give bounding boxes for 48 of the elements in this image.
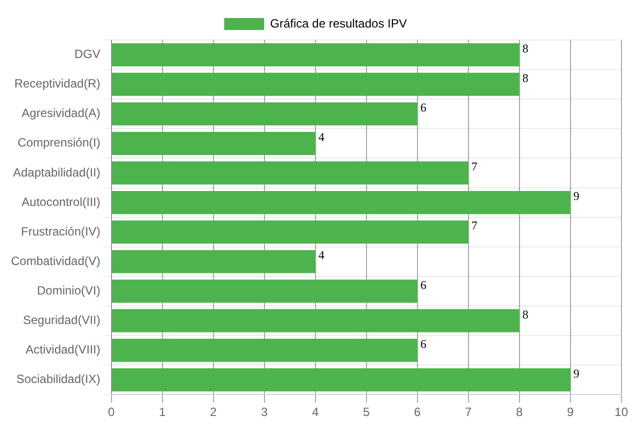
bar bbox=[112, 161, 468, 185]
x-tick-label: 1 bbox=[159, 405, 166, 420]
x-tick-label: 2 bbox=[210, 405, 218, 420]
bar bbox=[112, 368, 570, 392]
x-tick-label: 8 bbox=[516, 405, 523, 420]
x-tick-label: 0 bbox=[108, 405, 116, 420]
bar bbox=[112, 220, 468, 244]
bar bbox=[112, 43, 520, 66]
data-label: 6 bbox=[420, 278, 426, 292]
y-tick-label: Actividad(VIII) bbox=[26, 342, 100, 357]
bar bbox=[112, 190, 570, 214]
bar bbox=[112, 250, 316, 274]
data-label: 9 bbox=[573, 366, 580, 380]
y-tick-label: Frustración(IV) bbox=[21, 224, 100, 238]
y-tick-label: Autocontrol(III) bbox=[22, 194, 100, 209]
y-tick-label: Seguridad(VII) bbox=[22, 313, 100, 328]
bar bbox=[112, 338, 418, 362]
y-tick-label: Sociabilidad(IX) bbox=[16, 372, 100, 386]
data-label: 8 bbox=[522, 307, 528, 322]
legend-label: Gráfica de resultados IPV bbox=[270, 16, 407, 30]
bar bbox=[112, 72, 520, 96]
data-label: 7 bbox=[471, 160, 478, 174]
x-tick-label: 6 bbox=[414, 405, 421, 420]
data-label: 6 bbox=[420, 336, 426, 351]
bar bbox=[112, 280, 418, 303]
y-tick-label: Agresividad(A) bbox=[22, 106, 100, 120]
y-tick-label: Receptividad(R) bbox=[14, 76, 100, 91]
y-tick-label: DGV bbox=[74, 47, 100, 62]
x-tick-label: 5 bbox=[363, 405, 370, 420]
y-tick-label: Combatividad(V) bbox=[10, 254, 100, 268]
data-label: 6 bbox=[420, 100, 426, 114]
bar bbox=[112, 132, 316, 155]
x-tick-label: 3 bbox=[261, 405, 268, 420]
x-tick-label: 7 bbox=[464, 405, 472, 420]
x-tick-label: 10 bbox=[614, 405, 628, 420]
y-tick-label: Dominio(VI) bbox=[37, 283, 100, 298]
data-label: 8 bbox=[522, 70, 528, 85]
data-label: 9 bbox=[573, 189, 580, 204]
x-tick-label: 4 bbox=[312, 405, 320, 420]
x-tick-label: 9 bbox=[566, 405, 574, 420]
data-label: 4 bbox=[318, 248, 324, 262]
data-label: 8 bbox=[522, 41, 528, 56]
data-label: 4 bbox=[318, 130, 324, 144]
data-label: 7 bbox=[471, 218, 478, 233]
y-tick-label: Comprensión(I) bbox=[18, 136, 100, 150]
bar bbox=[112, 102, 418, 126]
y-tick-label: Adaptabilidad(II) bbox=[12, 165, 100, 180]
bar bbox=[112, 309, 520, 332]
